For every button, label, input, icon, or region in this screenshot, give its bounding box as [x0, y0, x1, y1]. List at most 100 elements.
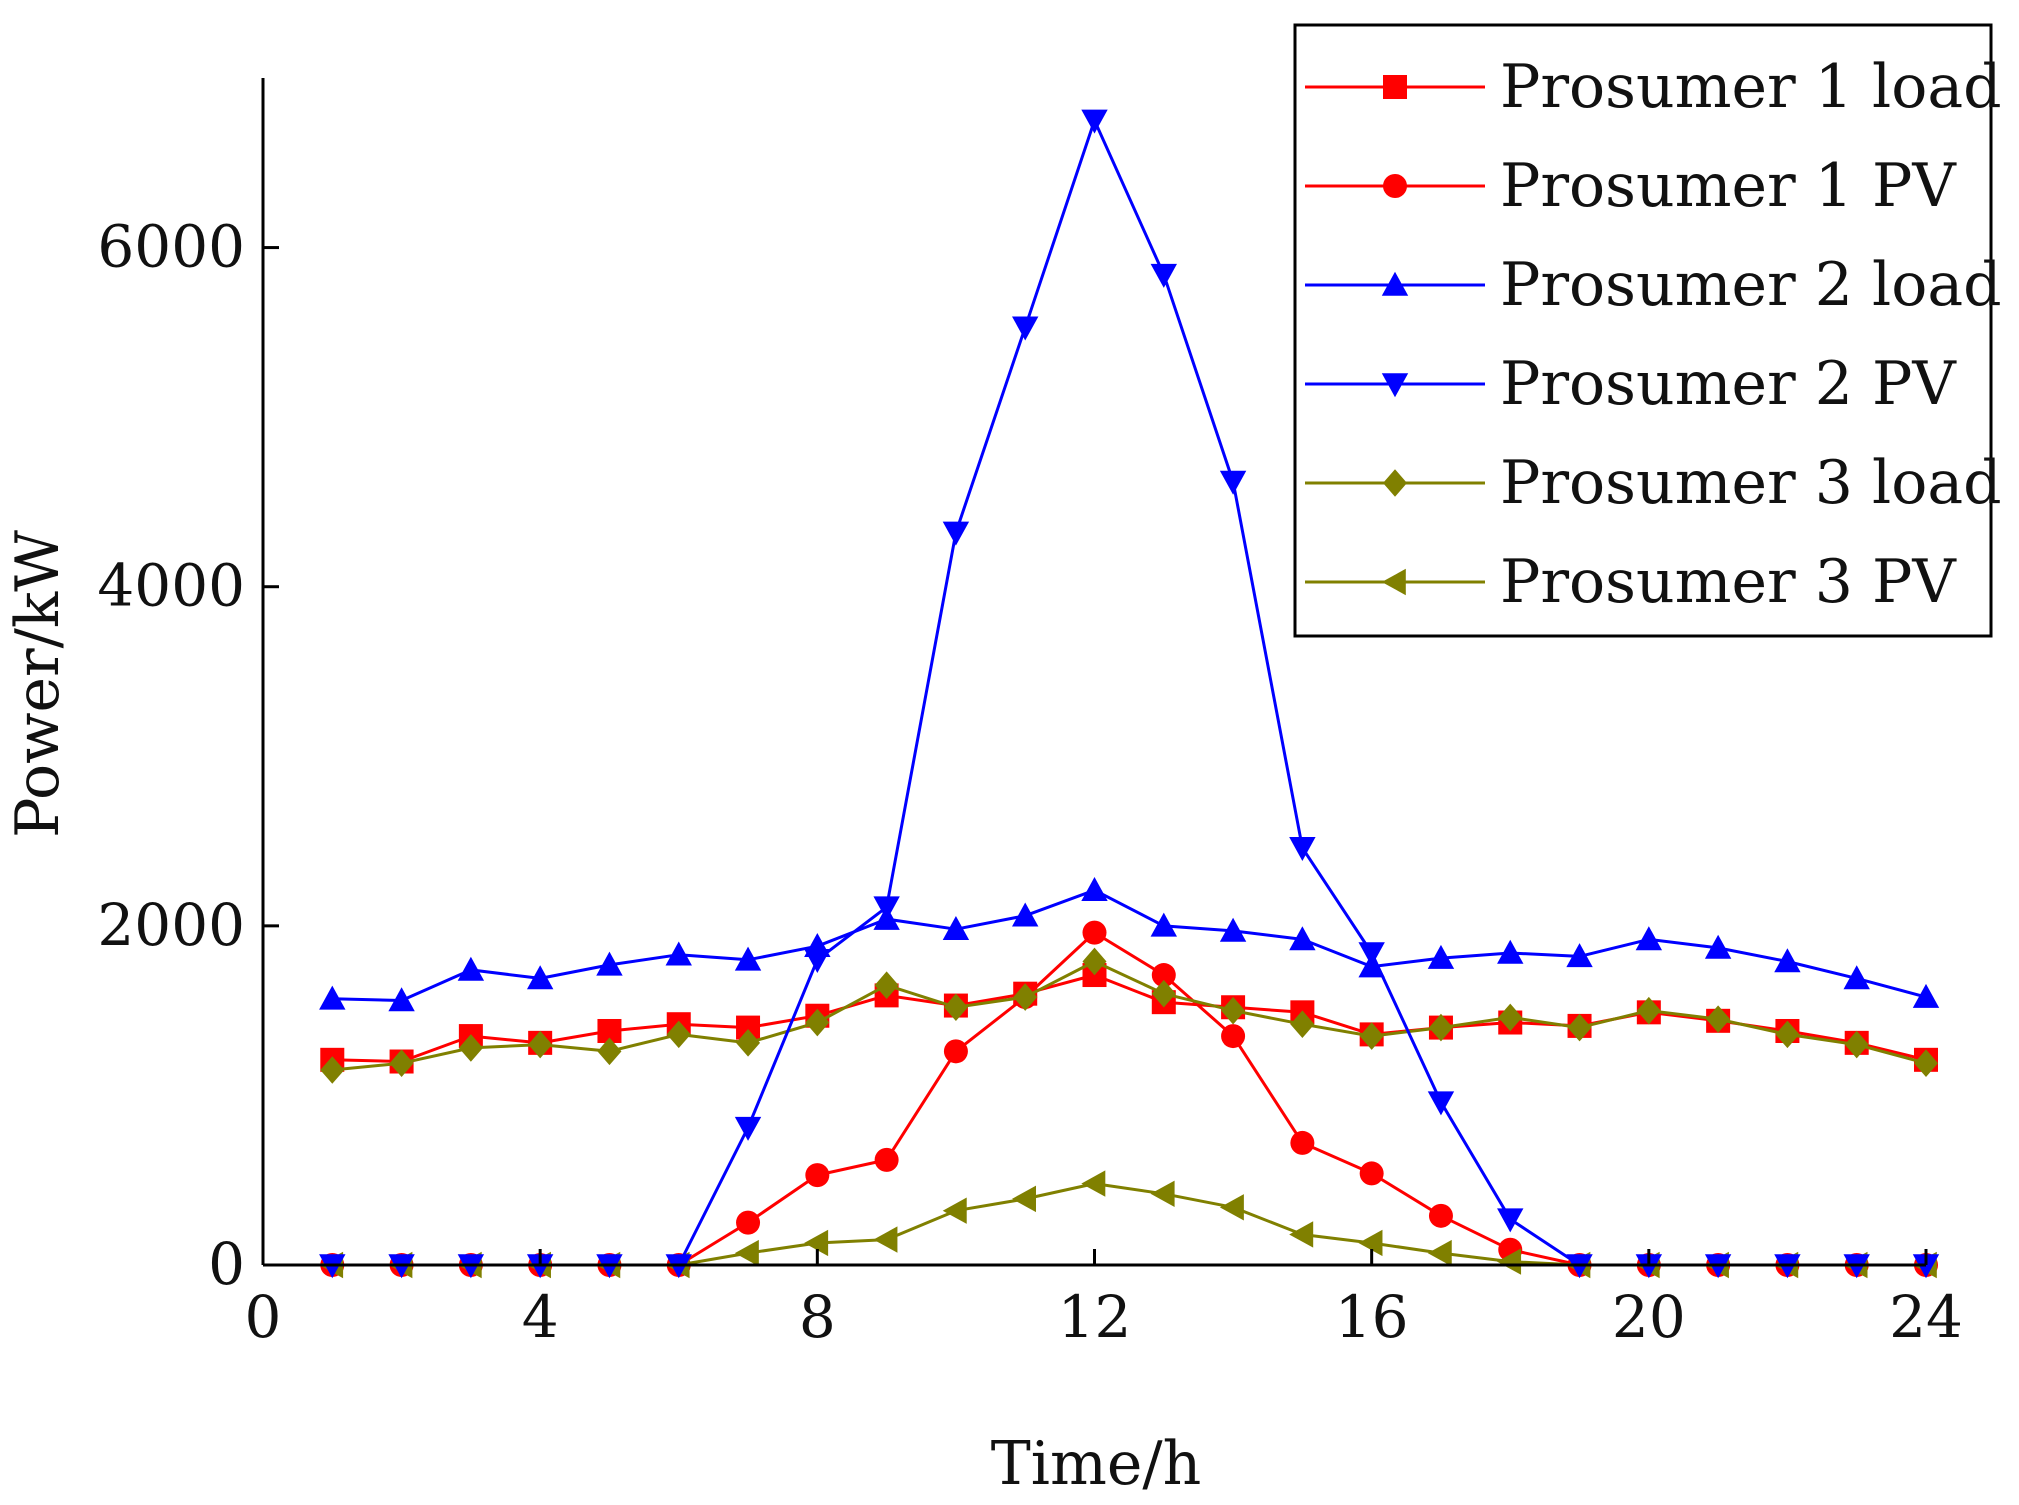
series-5-point	[458, 1034, 483, 1062]
y-tick-label: 0	[208, 1230, 245, 1298]
series-5-point	[1013, 983, 1038, 1011]
x-axis-title: Time/h	[991, 1429, 1201, 1499]
series-5-point	[389, 1049, 414, 1078]
series-3-point	[1497, 939, 1524, 964]
series-5-point	[1290, 1010, 1315, 1039]
series-6-point	[1289, 1221, 1314, 1248]
series-6-point	[873, 1226, 898, 1253]
series-4-point	[873, 896, 900, 921]
series-3-point	[1219, 917, 1247, 942]
series-3-point	[665, 941, 692, 966]
legend-marker	[1383, 174, 1407, 198]
series-4-point	[1219, 470, 1247, 495]
series-5-point	[874, 971, 899, 1000]
legend-marker	[1381, 271, 1409, 296]
series-5-point	[1359, 1022, 1384, 1050]
x-tick-label: 8	[799, 1283, 836, 1351]
legend-marker	[1381, 373, 1409, 398]
series-4-point	[1497, 1208, 1524, 1233]
series-5-point	[1775, 1020, 1800, 1049]
legend-item: Prosumer 2 load	[1305, 250, 2002, 320]
series-2-point	[805, 1163, 830, 1188]
series-3-point	[1704, 934, 1732, 959]
legend-label: Prosumer 1 load	[1500, 52, 2002, 122]
series-3-line	[332, 888, 1927, 1002]
series-4-point	[1012, 316, 1039, 341]
series-5-point	[666, 1020, 691, 1049]
series-5-point	[1082, 947, 1107, 976]
y-tick-label: 4000	[97, 552, 245, 620]
legend-box	[1293, 23, 1993, 638]
series-5-line	[332, 960, 1927, 1072]
y-tick-label: 6000	[97, 213, 245, 281]
series-6-point	[1150, 1180, 1175, 1207]
series-2-point	[874, 1147, 899, 1172]
y-tick-label: 2000	[97, 891, 245, 959]
axes: 0 4 8 12 16 20 24 0 2000 4000 6000	[97, 78, 1963, 1351]
series-3-point	[1843, 965, 1870, 990]
series-5-point	[736, 1029, 761, 1057]
series-4-point	[1289, 837, 1316, 862]
series-5-point	[597, 1037, 622, 1066]
series-5-point	[1221, 996, 1246, 1025]
series-5	[320, 947, 1938, 1084]
legend-item: Prosumer 1 load	[1305, 52, 2002, 122]
series-3-point	[1012, 902, 1039, 927]
series-6	[319, 1170, 1937, 1279]
series-2-point	[1221, 1024, 1246, 1049]
x-tick-label: 24	[1889, 1283, 1963, 1351]
series-6-point	[942, 1197, 967, 1224]
series-4-point	[1150, 263, 1177, 288]
series-6-point	[804, 1229, 829, 1257]
x-tick-label: 16	[1335, 1283, 1409, 1351]
series-5-point	[320, 1056, 345, 1084]
series-6-point	[1219, 1194, 1244, 1221]
series-3-point	[734, 946, 762, 971]
series-4-point	[942, 521, 970, 546]
legend-label: Prosumer 1 PV	[1500, 151, 1957, 221]
series-3-point	[1427, 944, 1455, 969]
series-5-point	[943, 993, 968, 1022]
series-5-point	[1844, 1030, 1869, 1059]
legend-label: Prosumer 3 load	[1500, 448, 2002, 518]
series-6-point	[734, 1239, 759, 1267]
series-5-point	[1636, 996, 1661, 1025]
series-2-point	[1082, 920, 1107, 945]
legend-item: Prosumer 3 load	[1305, 448, 2002, 518]
series-3-point	[1635, 926, 1663, 951]
series-6-line	[332, 1182, 1926, 1267]
series-2-point	[1290, 1130, 1315, 1155]
legend-label: Prosumer 3 PV	[1500, 547, 1957, 617]
series-3-point	[1912, 983, 1940, 1008]
x-tick-label: 20	[1612, 1283, 1686, 1351]
series-2-point	[1151, 963, 1176, 988]
series-1	[320, 963, 1938, 1074]
series-2-point	[1428, 1203, 1453, 1228]
series-2-line	[332, 931, 1926, 1267]
series-3-point	[1566, 943, 1593, 968]
x-tick-label: 4	[522, 1283, 559, 1351]
series-3-point	[1150, 912, 1177, 937]
series-3-point	[1081, 877, 1108, 902]
series-3-point	[1774, 948, 1801, 973]
series-3	[319, 877, 1940, 1012]
legend-marker	[1383, 75, 1407, 99]
legend: Prosumer 1 load Prosumer 1 PV Prosumer 2 l…	[1293, 23, 2002, 638]
series-3-point	[596, 951, 623, 976]
legend-item: Prosumer 3 PV	[1305, 547, 1957, 617]
series-6-point	[1358, 1229, 1383, 1257]
x-tick-label: 12	[1058, 1283, 1132, 1351]
series-3-point	[526, 965, 554, 990]
series-6-point	[1427, 1239, 1452, 1267]
legend-item: Prosumer 2 PV	[1305, 349, 1957, 419]
legend-marker	[1381, 568, 1406, 596]
series-2-point	[1359, 1161, 1384, 1186]
series-5-point	[1498, 1003, 1523, 1032]
legend-marker	[1383, 469, 1407, 497]
series-5-point	[1914, 1049, 1938, 1078]
series-4-point	[1427, 1091, 1455, 1116]
series-5-point	[528, 1030, 553, 1059]
legend-item: Prosumer 1 PV	[1305, 151, 1957, 221]
series-5-point	[805, 1008, 830, 1037]
